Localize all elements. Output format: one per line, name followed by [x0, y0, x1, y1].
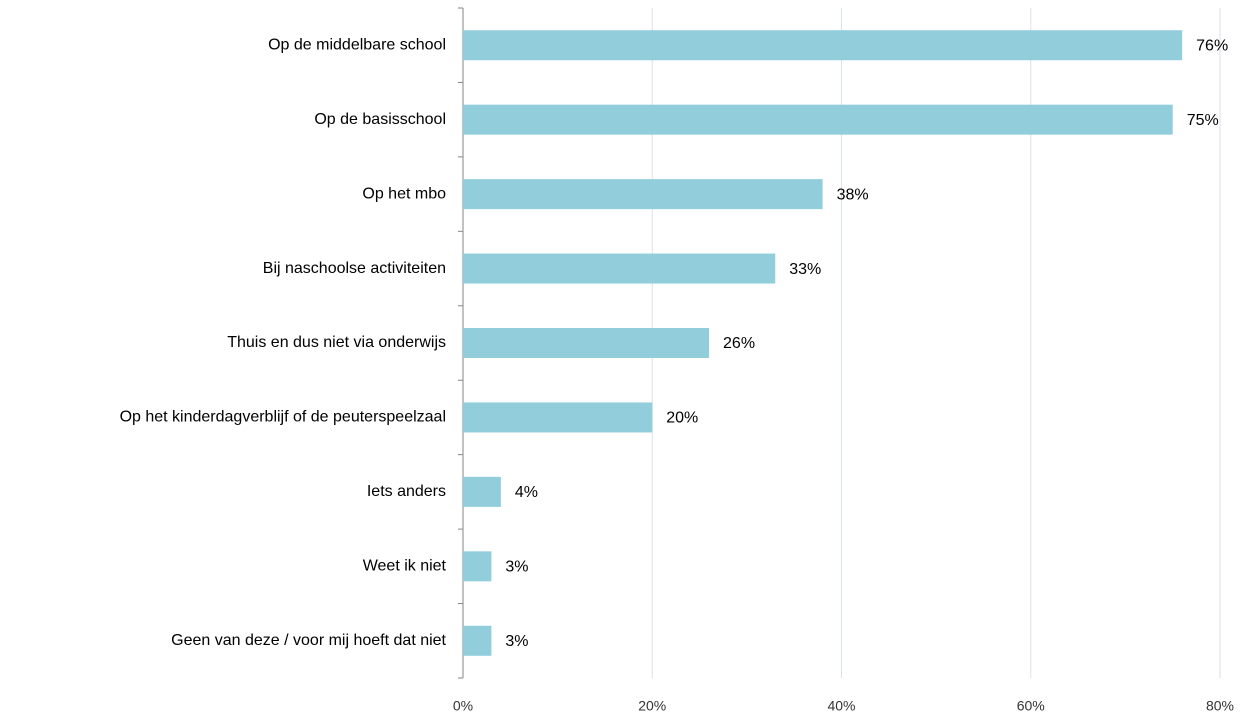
bar	[463, 551, 492, 582]
category-label: Op het kinderdagverblijf of de peuterspe…	[120, 409, 446, 426]
category-label: Bij naschoolse activiteiten	[263, 260, 446, 277]
category-label: Op de middelbare school	[268, 36, 446, 53]
category-label: Geen van deze / voor mij hoeft dat niet	[171, 632, 446, 649]
x-tick-label: 20%	[638, 698, 666, 714]
x-tick-label: 80%	[1206, 698, 1234, 714]
bar	[463, 476, 501, 507]
data-label: 4%	[515, 484, 538, 501]
data-label: 3%	[505, 559, 528, 576]
category-label: Weet ik niet	[363, 558, 447, 575]
data-label: 33%	[789, 261, 821, 278]
data-label: 20%	[666, 410, 698, 427]
category-label: Thuis en dus niet via onderwijs	[227, 334, 446, 351]
data-label: 26%	[723, 335, 755, 352]
bar	[463, 179, 823, 210]
data-label: 3%	[505, 633, 528, 650]
data-label: 76%	[1196, 37, 1228, 54]
bar	[463, 402, 653, 433]
category-label: Op de basisschool	[314, 111, 446, 128]
data-label: 38%	[837, 186, 869, 203]
bar	[463, 253, 776, 284]
x-tick-label: 40%	[827, 698, 855, 714]
bar	[463, 328, 710, 358]
bar	[463, 625, 492, 656]
x-tick-label: 60%	[1017, 698, 1045, 714]
x-tick-label: 0%	[453, 698, 473, 714]
data-label: 75%	[1187, 112, 1219, 129]
category-label: Iets anders	[367, 483, 446, 500]
bar	[463, 104, 1173, 135]
category-label: Op het mbo	[362, 185, 446, 202]
bar	[463, 30, 1183, 61]
